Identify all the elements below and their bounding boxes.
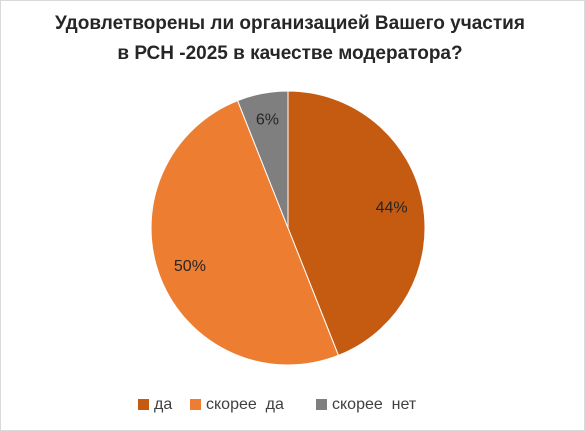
chart-title: Удовлетворены ли организацией Вашего уча… — [55, 13, 525, 34]
legend-label: скорее нет — [332, 396, 417, 413]
legend-label: да — [154, 396, 172, 413]
legend-label: скорее да — [206, 396, 284, 413]
pie-slice — [287, 90, 426, 357]
data-label: 44% — [376, 199, 408, 216]
data-label: 50% — [174, 258, 206, 275]
chart-title: в РСН -2025 в качестве модератора? — [117, 43, 462, 64]
pie-slice — [150, 99, 340, 366]
data-label: 6% — [256, 112, 279, 129]
legend-swatch — [138, 399, 149, 410]
pie-slice — [236, 90, 289, 229]
legend-swatch — [316, 399, 327, 410]
legend-swatch — [190, 399, 201, 410]
